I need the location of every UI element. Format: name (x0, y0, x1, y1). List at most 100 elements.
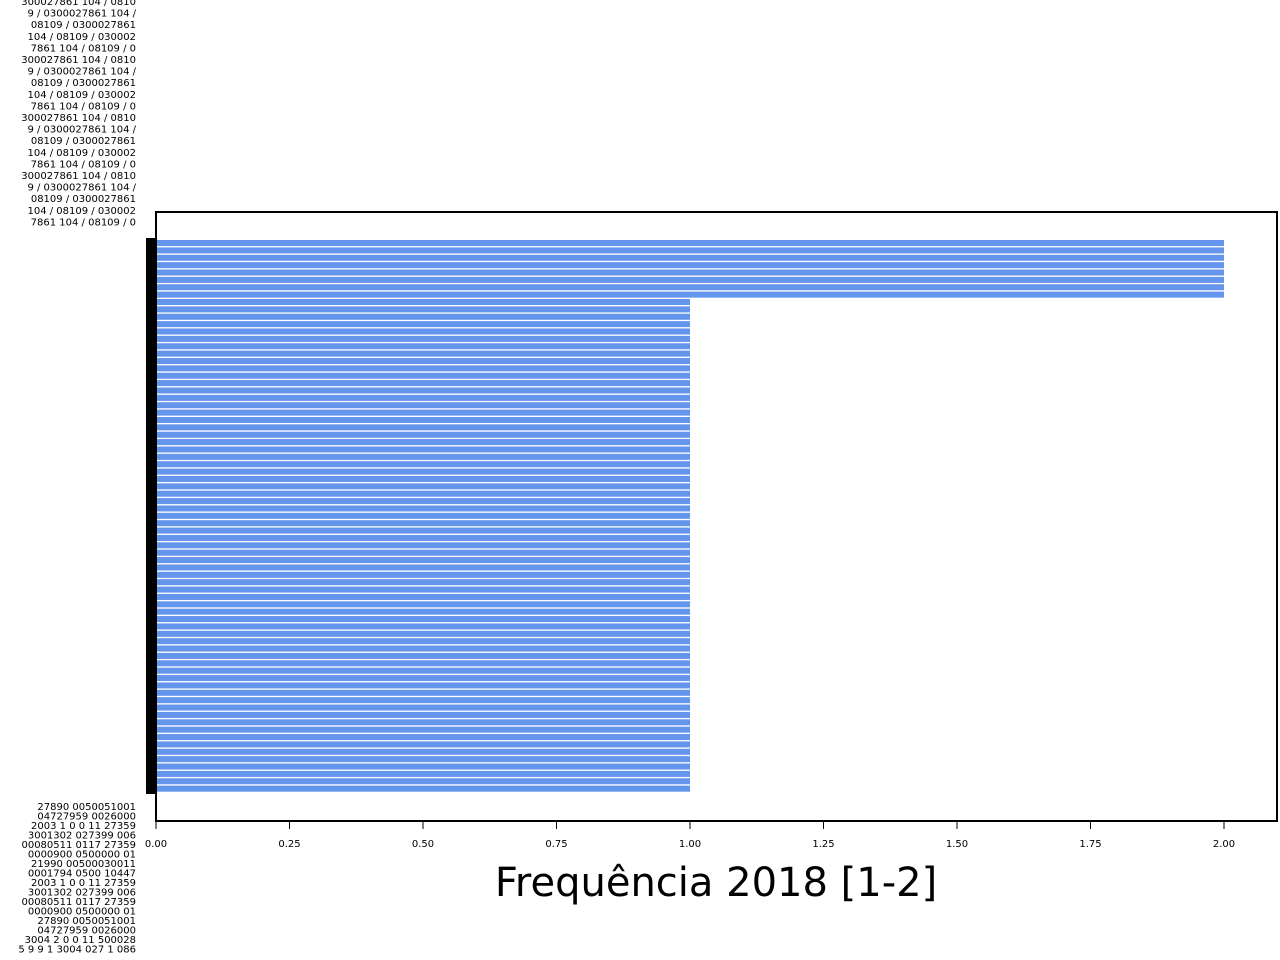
category-label: 3001302 027399 006 (28, 888, 136, 899)
category-label: 104 / 08109 / 030002 (27, 148, 136, 159)
category-label: 00080511 0117 27359 (21, 840, 136, 851)
bar (156, 711, 690, 718)
bar (156, 586, 690, 593)
bar (156, 778, 690, 785)
bar (156, 601, 690, 608)
bar (156, 372, 690, 379)
category-label: 21990 00500030011 (31, 859, 136, 870)
bar (156, 313, 690, 320)
category-label: 9 / 0300027861 104 / (27, 125, 136, 136)
category-label: 3004 2 0 0 11 500028 (25, 935, 136, 946)
bar (156, 387, 690, 394)
bar (156, 608, 690, 615)
category-label: 300027861 104 / 0810 (21, 55, 136, 66)
bar (156, 284, 1224, 291)
category-label: 7861 104 / 08109 / 0 (31, 101, 136, 112)
category-label: 300027861 104 / 0810 (21, 0, 136, 8)
bar (156, 593, 690, 600)
category-label: 27890 0050051001 (37, 916, 136, 927)
bar (156, 298, 690, 306)
bar (156, 542, 690, 549)
bar (156, 741, 690, 748)
plot-frame (155, 211, 1278, 822)
bar (156, 365, 690, 372)
bar (156, 483, 690, 490)
bar (156, 269, 1224, 276)
bar (156, 534, 690, 541)
x-tick-label: 0.75 (545, 839, 567, 850)
bar (156, 557, 690, 564)
bar (156, 697, 690, 704)
bar (156, 262, 1224, 269)
bar (156, 446, 690, 453)
category-label: 300027861 104 / 0810 (21, 113, 136, 124)
bar (156, 645, 690, 652)
bar (156, 291, 1224, 298)
bar (156, 638, 690, 645)
x-axis: 0.00 0.25 0.50 0.75 1.00 1.25 1.50 1.75 2.00 (145, 821, 1235, 850)
bar (156, 704, 690, 711)
x-tick-label: 0.25 (278, 839, 300, 850)
bar (156, 689, 690, 696)
bar (156, 431, 690, 438)
bar (156, 394, 690, 401)
category-label: 27890 0050051001 (37, 802, 136, 813)
bar (156, 335, 690, 342)
bar (156, 763, 690, 770)
category-label: 9 / 0300027861 104 / (27, 67, 136, 78)
bar (156, 409, 690, 416)
x-tick-label: 2.00 (1213, 839, 1235, 850)
category-label: 300027861 104 / 0810 (21, 171, 136, 182)
x-tick-label: 1.50 (946, 839, 968, 850)
bar (156, 461, 690, 468)
bar (156, 652, 690, 659)
category-label: 2003 1 0 0 11 27359 (31, 821, 136, 832)
category-label: 3001302 027399 006 (28, 831, 136, 842)
category-label: 08109 / 0300027861 (31, 78, 136, 89)
bar (156, 475, 690, 482)
bar (156, 623, 690, 630)
bar (156, 785, 690, 792)
bar (156, 564, 690, 571)
category-label: 9 / 0300027861 104 / (27, 183, 136, 194)
y-label-block (146, 238, 156, 794)
bar (156, 306, 690, 313)
category-label: 7861 104 / 08109 / 0 (31, 43, 136, 54)
bar (156, 350, 690, 357)
bar (156, 667, 690, 674)
category-label: 7861 104 / 08109 / 0 (31, 217, 136, 228)
bar (156, 357, 690, 365)
bar (156, 402, 690, 409)
category-label: 104 / 08109 / 030002 (27, 32, 136, 43)
bar (156, 734, 690, 741)
x-tick-label: 0.50 (412, 839, 434, 850)
category-label: 08109 / 0300027861 (31, 136, 136, 147)
bar (156, 328, 690, 335)
bar (156, 549, 690, 556)
bar (156, 512, 690, 519)
bar (156, 380, 690, 387)
bar (156, 505, 690, 512)
category-label: 0000900 0500000 01 (28, 907, 136, 918)
bar (156, 682, 690, 689)
bar (156, 675, 690, 682)
category-label: 04727959 0026000 (37, 812, 136, 823)
bar (156, 240, 1224, 247)
bar (156, 468, 690, 475)
x-tick-label: 1.25 (812, 839, 834, 850)
bar (156, 424, 690, 431)
bar (156, 748, 690, 755)
category-label: 04727959 0026000 (37, 926, 136, 937)
category-label: 104 / 08109 / 030002 (27, 90, 136, 101)
bar (156, 321, 690, 328)
bar (156, 571, 690, 578)
bar (156, 579, 690, 586)
bar (156, 276, 1224, 283)
category-label: 5 9 9 1 3004 027 1 086 (18, 945, 136, 956)
category-label: 08109 / 0300027861 (31, 20, 136, 31)
bar (156, 490, 690, 497)
bar (156, 498, 690, 505)
category-label: 2003 1 0 0 11 27359 (31, 878, 136, 889)
